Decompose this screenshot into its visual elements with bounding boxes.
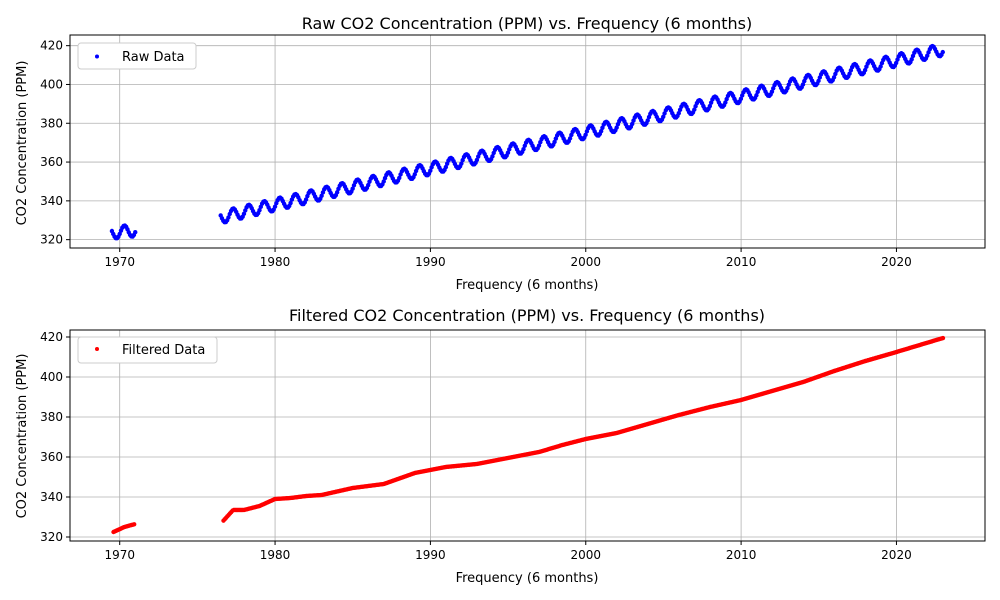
raw-data-point bbox=[692, 107, 697, 112]
raw-data-point bbox=[676, 111, 681, 116]
raw-data-point bbox=[505, 150, 511, 155]
raw-legend: Raw Data bbox=[77, 42, 197, 70]
raw-data-point bbox=[645, 118, 650, 123]
raw-x-axis-label: Frequency (6 months) bbox=[456, 278, 599, 293]
raw-data-point bbox=[350, 186, 355, 191]
raw-grid bbox=[70, 35, 985, 248]
filtered-axis-ticks: 1970 1980 1990 2000 2010 2020 320 340 360 380 400 4… bbox=[40, 330, 912, 562]
filtered-data-panel: Filtered CO2 Concentration (PPM) vs. Fre… bbox=[15, 306, 986, 586]
raw-y-tick-label: 400 bbox=[40, 77, 63, 91]
raw-data-point bbox=[257, 208, 262, 213]
filtered-plot-frame bbox=[69, 329, 986, 542]
raw-chart-title: Raw CO2 Concentration (PPM) vs. Frequenc… bbox=[302, 14, 752, 33]
raw-y-tick-label: 420 bbox=[40, 39, 63, 53]
raw-data-point bbox=[723, 100, 728, 105]
filtered-legend-box bbox=[77, 336, 218, 364]
raw-data-point bbox=[878, 64, 883, 69]
raw-axis-ticks: 1970 1980 1990 2000 2010 2020 320 340 360 380 400 4… bbox=[40, 39, 912, 269]
filtered-x-tick-label: 2010 bbox=[726, 548, 757, 562]
filtered-y-tick-label: 340 bbox=[40, 490, 63, 504]
raw-data-point bbox=[598, 128, 604, 134]
raw-data-point bbox=[303, 197, 309, 202]
filtered-x-axis-label: Frequency (6 months) bbox=[456, 571, 599, 586]
raw-data-point bbox=[272, 204, 278, 209]
raw-data-point bbox=[397, 175, 402, 181]
raw-data-point bbox=[552, 139, 557, 145]
raw-data-point bbox=[133, 230, 138, 235]
raw-y-tick-label: 340 bbox=[40, 194, 63, 208]
raw-data-point bbox=[614, 125, 619, 130]
filtered-y-tick-label: 380 bbox=[40, 410, 63, 424]
raw-data-point bbox=[412, 172, 417, 177]
raw-data-point bbox=[381, 179, 386, 184]
raw-data-point bbox=[459, 161, 464, 166]
filtered-y-axis-label: CO2 Concentration (PPM) bbox=[15, 354, 30, 519]
raw-data-point bbox=[428, 168, 433, 173]
raw-data-point bbox=[754, 93, 759, 98]
raw-data-point bbox=[831, 75, 837, 80]
raw-x-tick-label: 1980 bbox=[260, 255, 291, 269]
raw-x-tick-label: 1970 bbox=[104, 255, 135, 269]
raw-data-point bbox=[334, 190, 340, 195]
raw-plot-frame bbox=[69, 34, 986, 249]
filtered-data-point bbox=[940, 335, 946, 341]
filtered-legend-marker bbox=[95, 347, 99, 351]
raw-x-tick-label: 2010 bbox=[726, 255, 757, 269]
raw-data-point bbox=[521, 146, 526, 152]
filtered-y-tick-label: 400 bbox=[40, 370, 63, 384]
raw-data-point bbox=[319, 193, 324, 199]
raw-data-point bbox=[583, 132, 588, 137]
raw-data-point bbox=[847, 71, 852, 76]
raw-data-points bbox=[109, 43, 945, 241]
filtered-chart-title: Filtered CO2 Concentration (PPM) vs. Fre… bbox=[289, 306, 765, 325]
raw-x-tick-label: 1990 bbox=[415, 255, 446, 269]
filtered-x-tick-label: 1970 bbox=[104, 548, 135, 562]
raw-y-tick-label: 380 bbox=[40, 116, 63, 130]
raw-x-tick-label: 2000 bbox=[570, 255, 601, 269]
raw-legend-label: Raw Data bbox=[122, 50, 185, 65]
filtered-x-tick-label: 1980 bbox=[260, 548, 291, 562]
raw-data-point bbox=[443, 164, 449, 170]
raw-data-point bbox=[707, 103, 713, 109]
raw-data-panel: Raw CO2 Concentration (PPM) vs. Frequenc… bbox=[15, 14, 986, 293]
raw-data-point bbox=[816, 78, 821, 84]
filtered-data-points bbox=[111, 335, 946, 535]
raw-data-point bbox=[909, 57, 914, 62]
raw-data-point bbox=[661, 114, 666, 120]
raw-legend-marker bbox=[95, 54, 99, 59]
raw-data-point bbox=[893, 60, 899, 66]
filtered-legend: Filtered Data bbox=[77, 336, 218, 364]
raw-data-point bbox=[769, 89, 775, 94]
raw-data-point bbox=[474, 157, 480, 163]
raw-x-tick-label: 2020 bbox=[881, 255, 912, 269]
raw-data-point bbox=[800, 82, 806, 87]
raw-y-tick-label: 320 bbox=[40, 233, 63, 247]
raw-y-tick-label: 360 bbox=[40, 155, 63, 169]
raw-y-axis-label: CO2 Concentration (PPM) bbox=[15, 61, 30, 226]
raw-data-point bbox=[490, 154, 495, 159]
raw-data-point bbox=[567, 136, 573, 141]
raw-data-point bbox=[630, 121, 635, 127]
filtered-legend-label: Filtered Data bbox=[122, 343, 205, 358]
filtered-x-tick-label: 2020 bbox=[881, 548, 912, 562]
raw-data-point bbox=[241, 211, 247, 217]
raw-data-point bbox=[925, 53, 930, 58]
raw-data-point bbox=[940, 49, 945, 55]
raw-data-point bbox=[862, 67, 868, 73]
filtered-x-tick-label: 1990 bbox=[415, 548, 446, 562]
raw-data-point bbox=[366, 182, 371, 188]
filtered-grid bbox=[70, 330, 985, 541]
filtered-y-tick-label: 320 bbox=[40, 530, 63, 544]
filtered-x-tick-label: 2000 bbox=[570, 548, 601, 562]
raw-data-point bbox=[536, 143, 542, 148]
filtered-y-tick-label: 420 bbox=[40, 330, 63, 344]
raw-legend-box bbox=[77, 42, 197, 70]
raw-data-point bbox=[288, 200, 293, 206]
raw-data-point bbox=[226, 215, 231, 220]
filtered-data-point bbox=[132, 522, 137, 527]
filtered-y-tick-label: 360 bbox=[40, 450, 63, 464]
raw-data-point bbox=[738, 96, 744, 102]
raw-data-point bbox=[785, 85, 790, 91]
